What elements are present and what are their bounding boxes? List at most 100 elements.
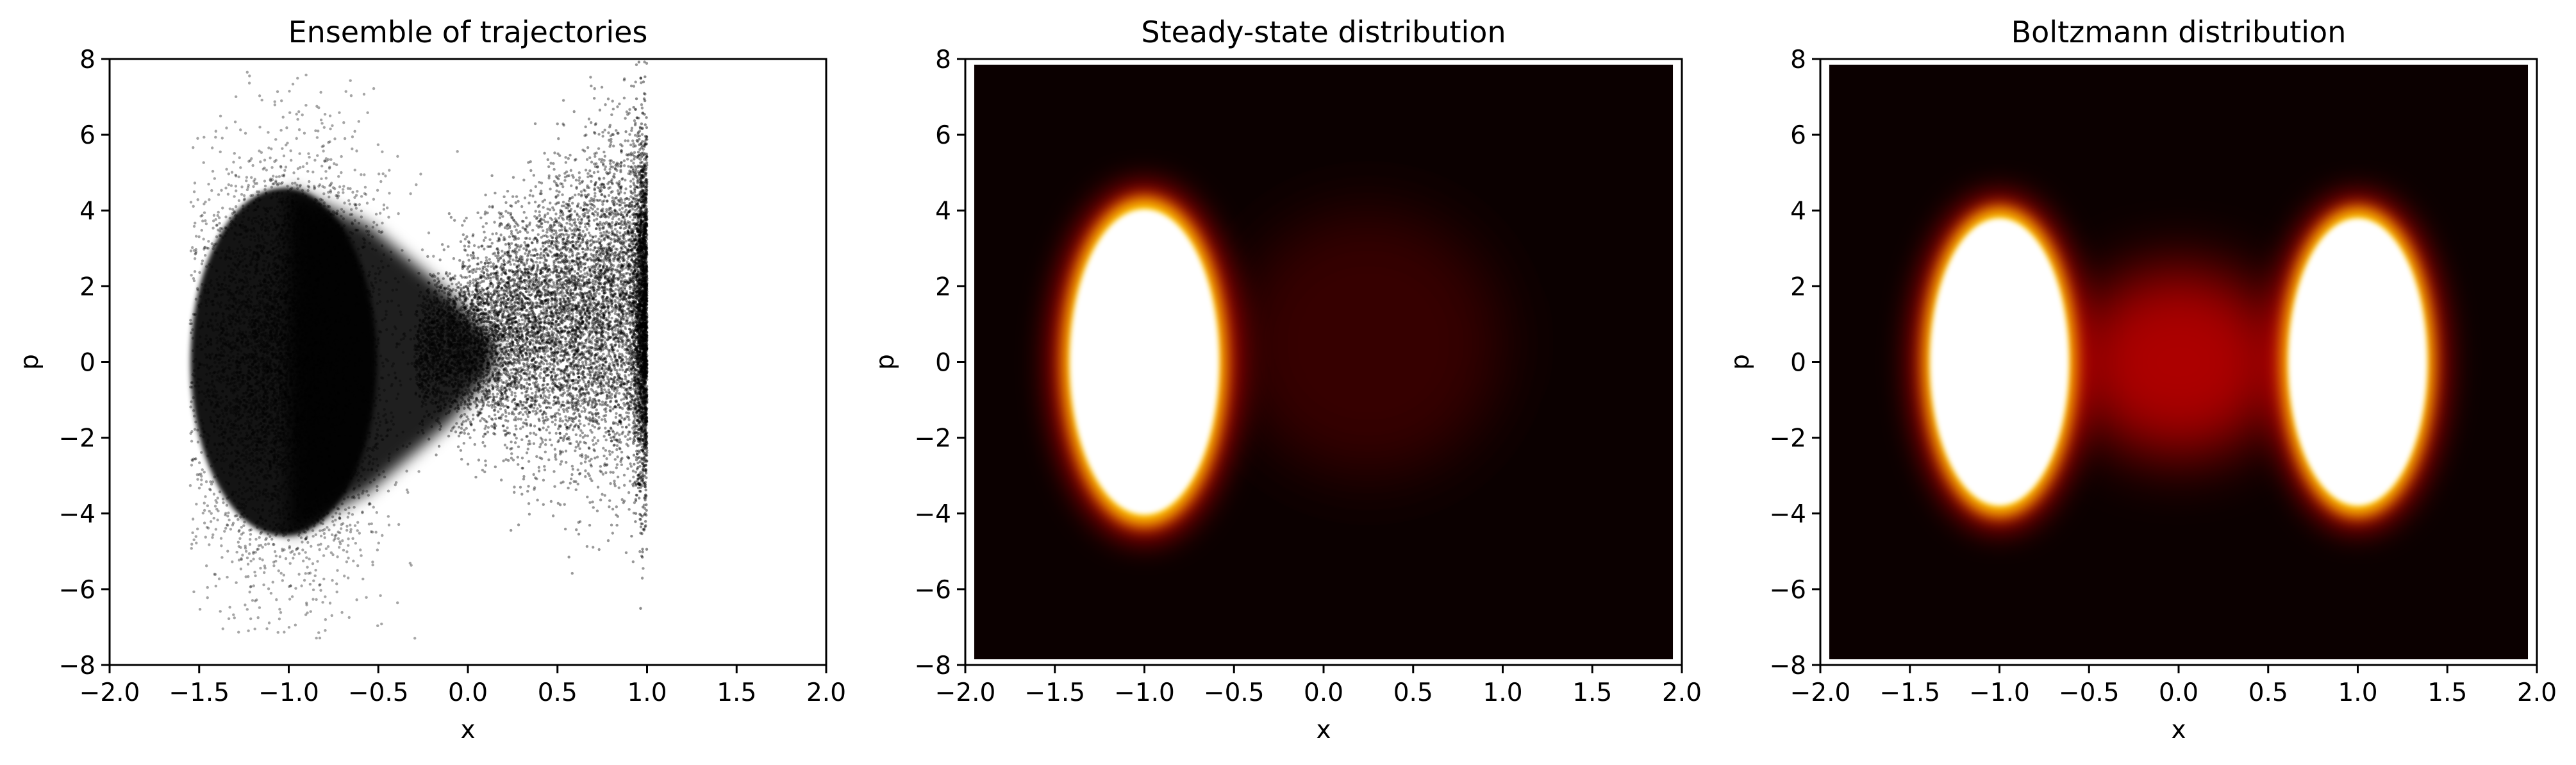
scatter-point [248, 591, 251, 594]
scatter-point [203, 246, 206, 249]
scatter-point [190, 546, 193, 550]
scatter-point [345, 525, 349, 528]
scatter-point [281, 115, 285, 119]
scatter-point [324, 170, 328, 173]
scatter-point [226, 514, 229, 517]
scatter-point [327, 140, 330, 144]
scatter-point [190, 430, 194, 433]
scatter-point [265, 169, 268, 172]
scatter-point [348, 203, 351, 206]
scatter-point [267, 587, 270, 591]
scatter-point [190, 439, 194, 443]
scatter-point [192, 590, 195, 594]
scatter-point [267, 146, 270, 149]
scatter-point [215, 224, 219, 227]
scatter-point [210, 512, 213, 515]
scatter-point [190, 400, 193, 403]
scatter-point [372, 221, 376, 224]
scatter-point [210, 189, 213, 192]
scatter-point [233, 151, 236, 155]
scatter-point [238, 537, 242, 540]
scatter-point [303, 578, 306, 582]
scatter-point [201, 219, 204, 223]
scatter-point [333, 137, 337, 140]
scatter-point [281, 579, 285, 582]
scatter-point [427, 231, 431, 235]
scatter-point [249, 194, 253, 198]
scatter-point [267, 621, 271, 625]
scatter-point [281, 181, 284, 184]
scatter-point [355, 149, 358, 153]
scatter-point [219, 150, 222, 154]
scatter-point [329, 551, 333, 555]
scatter-point [401, 249, 404, 252]
scatter-point [396, 601, 399, 605]
scatter-point [340, 610, 344, 614]
scatter-point [240, 526, 243, 529]
scatter-point [190, 274, 193, 277]
scatter-point [278, 618, 281, 621]
scatter-point [192, 205, 195, 208]
scatter-point [283, 169, 287, 172]
scatter-point [329, 183, 332, 187]
scatter-point [233, 121, 237, 124]
scatter-point [337, 191, 340, 194]
scatter-point [347, 544, 350, 547]
scatter-point [192, 279, 196, 283]
scatter-point [255, 190, 259, 194]
scatter-point [278, 175, 281, 178]
scatter-point [215, 507, 219, 511]
scatter-point [285, 126, 288, 130]
scatter-point [360, 173, 363, 176]
scatter-point [279, 128, 283, 132]
scatter-point [385, 206, 389, 210]
scatter-point [235, 550, 238, 554]
scatter-point [245, 188, 249, 192]
scatter-point [202, 161, 205, 164]
scatter-point [377, 172, 381, 176]
scatter-point [192, 538, 195, 542]
scatter-point [303, 131, 306, 135]
scatter-point [274, 554, 278, 558]
scatter-point [262, 583, 265, 587]
scatter-point [289, 149, 292, 153]
scatter-point [320, 164, 324, 168]
scatter-point [270, 537, 274, 541]
scatter-point [374, 530, 378, 534]
scatter-point [203, 211, 206, 214]
scatter-point [371, 560, 374, 564]
scatter-point [304, 537, 308, 541]
scatter-point [305, 603, 308, 607]
scatter-point [349, 523, 352, 527]
scatter-point [221, 627, 224, 630]
scatter-point [305, 535, 308, 539]
scatter-point [233, 616, 236, 619]
scatter-point [298, 185, 302, 188]
scatter-point [326, 545, 330, 548]
scatter-point [328, 196, 331, 199]
scatter-point [277, 569, 280, 573]
scatter-point [295, 112, 298, 116]
scatter-point [405, 488, 409, 492]
scatter-point [247, 629, 250, 632]
scatter-point [345, 550, 349, 553]
scatter-point [213, 573, 216, 576]
scatter-point [260, 151, 263, 155]
scatter-point [212, 516, 215, 520]
scatter-point [321, 601, 324, 604]
scatter-point [249, 533, 253, 536]
scatter-point [272, 542, 275, 546]
scatter-point [203, 135, 206, 139]
scatter-point [192, 190, 196, 194]
scatter-point [331, 186, 335, 189]
scatter-point [244, 544, 247, 548]
scatter-point [263, 564, 267, 567]
scatter-point [319, 118, 323, 122]
scatter-point [381, 150, 384, 153]
scatter-point [349, 208, 353, 211]
scatter-point [258, 149, 261, 153]
scatter-point [405, 469, 408, 473]
scatter-point [293, 553, 296, 556]
scatter-point [245, 556, 249, 560]
